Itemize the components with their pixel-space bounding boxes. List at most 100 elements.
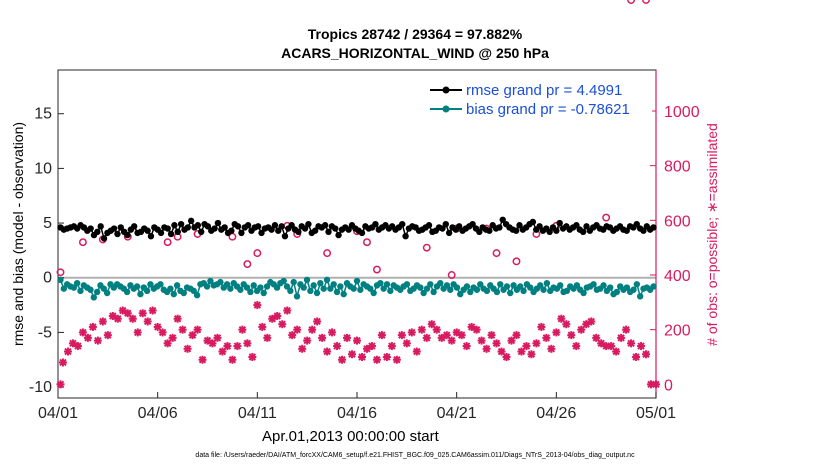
- obs-assimilated-marker: [113, 314, 122, 323]
- rmse-point: [301, 225, 309, 232]
- y-axis-left-label: rmse and bias (model - observation): [10, 121, 27, 347]
- obs-assimilated-marker: [357, 353, 366, 361]
- y-left-tick-label: -5: [38, 324, 52, 341]
- axes-layer: [57, 69, 657, 399]
- bias-point: [477, 281, 484, 288]
- obs-assimilated-marker: [298, 344, 307, 353]
- bias-point: [263, 283, 271, 290]
- obs-assimilated-marker: [477, 336, 486, 345]
- obs-assimilated-marker: [168, 333, 177, 342]
- bias-point: [573, 282, 581, 289]
- rmse-point: [499, 216, 506, 223]
- obs-assimilated-marker: [318, 333, 327, 342]
- rmse-point: [271, 222, 279, 229]
- obs-assimilated-marker: [248, 353, 257, 361]
- obs-assimilated-marker: [527, 350, 536, 359]
- obs-assimilated-marker: [128, 314, 137, 323]
- obs-assimilated-marker: [98, 317, 107, 326]
- obs-assimilated-marker: [647, 380, 656, 389]
- bias-point: [353, 277, 361, 285]
- rmse-point: [402, 232, 409, 240]
- obs-possible-marker: [447, 271, 456, 279]
- bias-point: [90, 294, 98, 301]
- obs-assimilated-marker: [567, 331, 576, 340]
- obs-possible-marker: [163, 238, 172, 247]
- obs-possible-marker: [512, 257, 521, 266]
- obs-assimilated-marker: [78, 328, 87, 337]
- y-left-tick-label: 15: [34, 106, 52, 123]
- bias-point: [630, 286, 637, 293]
- obs-assimilated-marker: [293, 325, 302, 334]
- bias-point: [453, 284, 461, 291]
- obs-assimilated-marker: [387, 342, 396, 351]
- bias-point: [520, 287, 527, 295]
- rmse-point: [234, 223, 242, 230]
- obs-assimilated-marker: [512, 331, 521, 340]
- y-right-tick-label: 400: [664, 268, 691, 285]
- bias-point: [203, 283, 211, 290]
- bias-point: [330, 281, 337, 288]
- obs-assimilated-marker: [367, 342, 376, 351]
- obs-assimilated-marker: [288, 331, 297, 340]
- bias-point: [540, 286, 547, 293]
- rmse-point: [633, 220, 640, 228]
- obs-assimilated-marker: [178, 325, 187, 334]
- rmse-point: [174, 228, 181, 236]
- rmse-point: [87, 225, 94, 232]
- bias-point: [383, 281, 391, 288]
- y-left-tick-label: 5: [43, 215, 52, 232]
- tick-labels: -10 -5 0 5 10 15 0 200 400 600 800 1000 04/01 04/06 04…: [29, 104, 700, 422]
- obs-assimilated-marker: [173, 314, 182, 323]
- bias-point: [283, 283, 291, 290]
- bias-point: [377, 280, 384, 287]
- bias-point: [167, 285, 174, 292]
- obs-assimilated-marker: [58, 358, 67, 367]
- bias-point: [57, 276, 64, 284]
- bias-point: [457, 290, 464, 298]
- bias-point: [170, 290, 177, 298]
- rmse-point: [244, 222, 252, 229]
- obs-assimilated-marker: [492, 339, 501, 348]
- bias-point: [387, 287, 394, 295]
- bias-point: [103, 289, 111, 297]
- rmse-point: [650, 224, 657, 231]
- bias-point: [403, 281, 411, 288]
- rmse-point: [476, 228, 483, 236]
- bias-point: [193, 292, 201, 299]
- rmse-point: [114, 230, 121, 238]
- bias-point: [503, 283, 511, 290]
- rmse-point: [536, 223, 543, 230]
- bias-point: [247, 288, 254, 296]
- rmse-point: [332, 225, 339, 232]
- obs-assimilated-marker: [218, 347, 227, 356]
- bias-point: [190, 287, 197, 295]
- obs-assimilated-marker: [83, 333, 92, 342]
- bias-point: [507, 289, 514, 297]
- obs-assimilated-marker: [572, 342, 581, 351]
- obs-assimilated-marker: [522, 342, 531, 351]
- obs-possible-marker: [243, 260, 252, 269]
- rmse-point: [486, 227, 493, 234]
- obs-assimilated-marker: [223, 342, 232, 351]
- rmse-point: [335, 231, 342, 239]
- rmse-point: [198, 228, 205, 236]
- obs-assimilated-marker: [228, 355, 237, 364]
- obs-assimilated-marker: [263, 333, 272, 342]
- bias-point: [237, 286, 244, 293]
- rmse-point: [358, 229, 366, 237]
- obs-possible-marker: [602, 213, 611, 222]
- rmse-point: [295, 228, 302, 236]
- bias-point: [287, 287, 294, 295]
- obs-assimilated-marker: [607, 342, 616, 351]
- obs-assimilated-marker: [153, 322, 162, 331]
- obs-assimilated-marker: [313, 317, 322, 326]
- bias-point: [650, 283, 657, 290]
- rmse-point: [442, 220, 449, 228]
- bias-point: [227, 285, 234, 292]
- rmse-point: [100, 235, 108, 242]
- bias-point: [280, 277, 287, 285]
- rmse-point: [117, 224, 124, 231]
- rmse-point: [325, 228, 332, 236]
- rmse-point: [425, 222, 433, 229]
